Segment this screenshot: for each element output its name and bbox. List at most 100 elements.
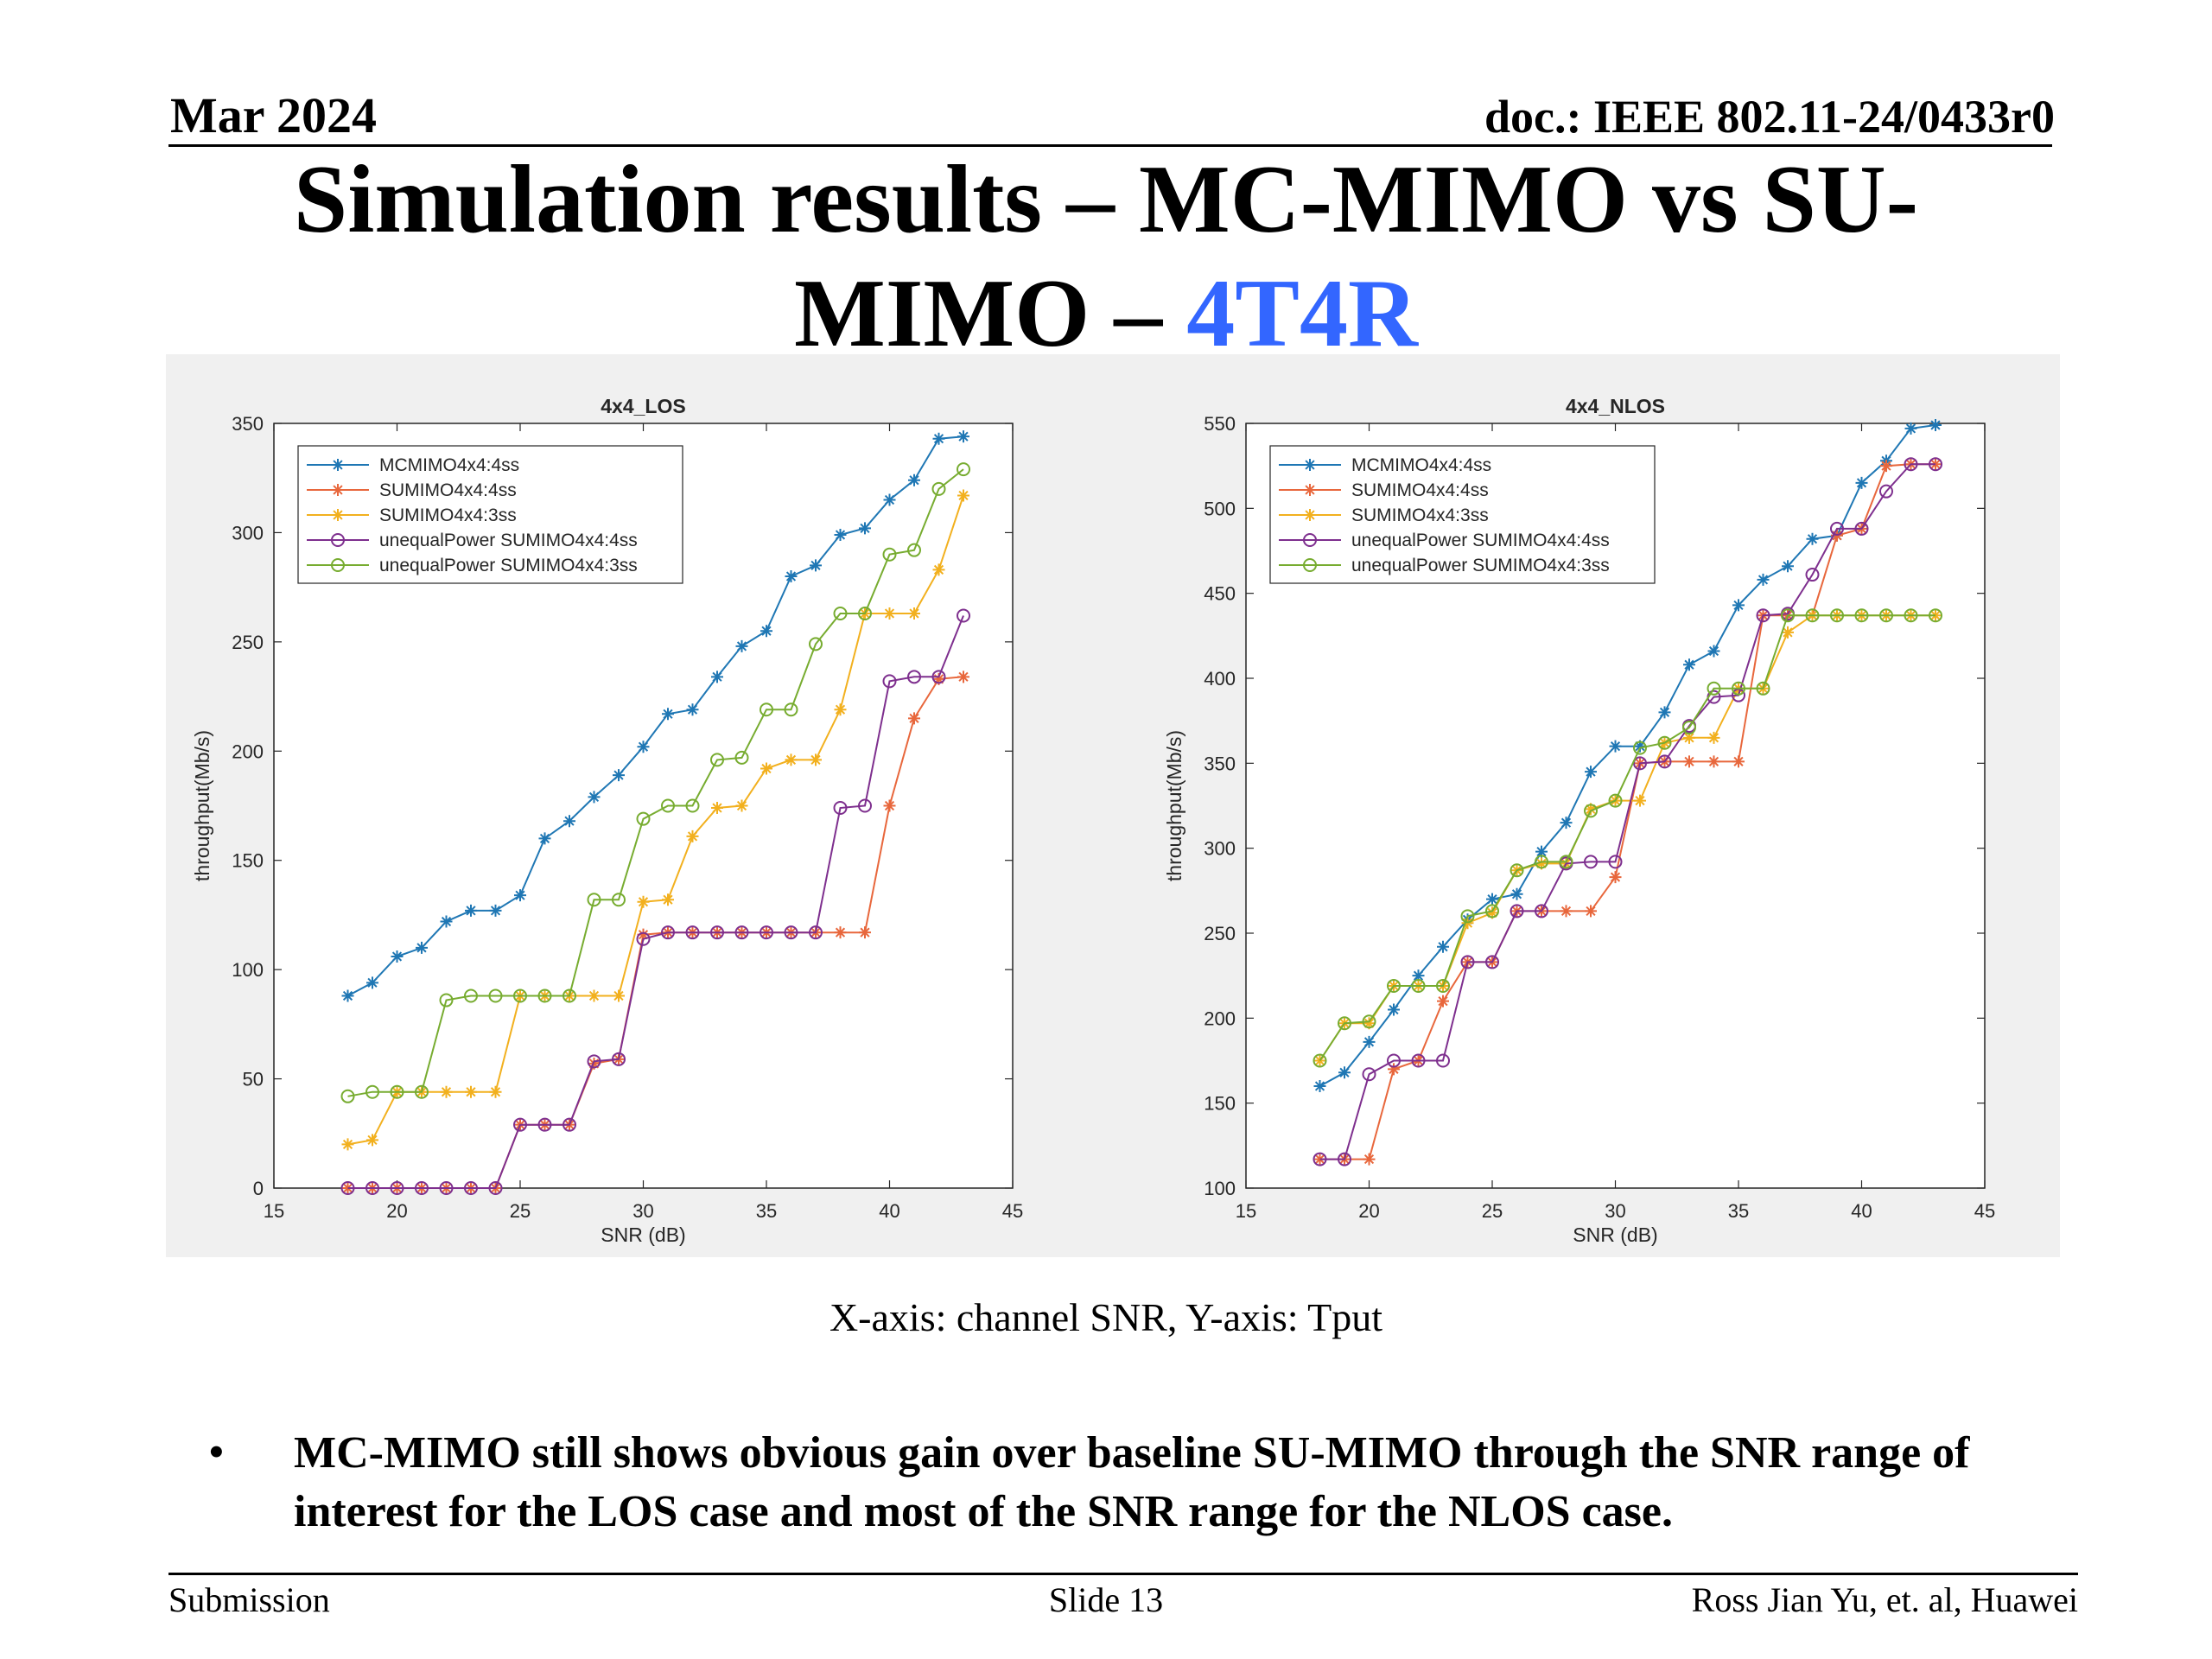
data-point — [760, 925, 773, 940]
data-point — [1436, 978, 1450, 993]
data-point — [809, 637, 823, 652]
data-point — [1485, 955, 1499, 969]
footer-slide-number: Slide 13 — [1048, 1580, 1164, 1619]
data-point — [465, 1085, 477, 1098]
data-point — [1682, 721, 1696, 735]
data-point — [1657, 754, 1672, 769]
data-point — [563, 815, 575, 828]
data-point — [588, 989, 601, 1002]
y-tick-label: 250 — [1204, 923, 1236, 944]
data-point — [1854, 608, 1869, 623]
data-point — [858, 798, 872, 813]
data-point — [1805, 608, 1820, 623]
data-point — [883, 493, 896, 506]
header-divider — [168, 144, 2052, 147]
y-tick-label: 250 — [232, 632, 264, 653]
y-tick-label: 300 — [232, 522, 264, 543]
data-point — [1757, 573, 1770, 586]
slide-title: Simulation results – MC-MIMO vs SU- MIMO… — [199, 143, 2013, 371]
data-point — [735, 639, 748, 652]
x-tick-label: 35 — [756, 1200, 777, 1222]
data-point — [1535, 845, 1548, 858]
chart-los: 4x4_LOS 15 20 25 30 35 40 45 0 50 100 150 200 250 300 3… — [191, 395, 1023, 1246]
data-point — [489, 1085, 502, 1098]
data-point — [1880, 460, 1892, 473]
data-point — [1313, 1080, 1326, 1092]
data-point — [685, 925, 700, 940]
data-point — [760, 702, 773, 717]
data-point — [858, 606, 872, 620]
slide-title-accent: 4T4R — [1186, 260, 1418, 367]
data-point — [859, 522, 871, 535]
data-point — [834, 926, 847, 939]
data-point — [908, 474, 920, 486]
data-point — [685, 798, 700, 813]
data-point — [1535, 855, 1548, 869]
series-3 — [340, 608, 970, 1195]
data-point — [415, 1084, 429, 1099]
x-tick-label: 25 — [510, 1200, 531, 1222]
data-point — [587, 1054, 601, 1069]
data-point — [613, 769, 625, 782]
data-point — [1929, 457, 1942, 472]
data-point — [1338, 1152, 1351, 1166]
data-point — [1732, 755, 1745, 768]
data-point — [833, 606, 848, 620]
legend-swatch-marker — [332, 509, 344, 521]
y-tick-label: 100 — [1204, 1178, 1236, 1199]
data-point — [834, 703, 847, 716]
series-line — [347, 435, 964, 997]
data-point — [1436, 1053, 1450, 1068]
data-point — [882, 547, 897, 562]
data-point — [931, 670, 946, 684]
data-point — [1830, 521, 1844, 536]
data-point — [1707, 645, 1720, 658]
data-point — [1338, 1066, 1351, 1079]
data-point — [1411, 1053, 1426, 1068]
data-point — [1707, 681, 1721, 696]
data-point — [1585, 905, 1597, 918]
data-point — [1683, 731, 1695, 744]
y-tick-label: 150 — [232, 850, 264, 872]
data-point — [907, 543, 921, 557]
series-line — [347, 615, 964, 1189]
chart-title: 4x4_NLOS — [1566, 395, 1665, 417]
data-point — [1584, 804, 1598, 818]
data-point — [513, 1117, 527, 1132]
data-point — [1486, 893, 1498, 906]
data-point — [957, 671, 969, 683]
data-point — [1879, 608, 1893, 623]
data-point — [341, 1138, 354, 1151]
data-point — [908, 712, 920, 725]
data-point — [1609, 740, 1622, 753]
legend-swatch-marker — [1304, 459, 1316, 471]
x-axis-label: SNR (dB) — [601, 1224, 685, 1246]
data-point — [711, 671, 723, 683]
data-point — [1338, 1016, 1351, 1031]
data-point — [957, 489, 969, 502]
data-point — [341, 989, 354, 1002]
data-point — [1634, 794, 1646, 807]
data-point — [1363, 1017, 1376, 1030]
data-point — [785, 753, 798, 766]
data-point — [1412, 969, 1425, 982]
data-point — [537, 988, 552, 1003]
legend: MCMIMO4x4:4ss SUMIMO4x4:4ss SUMIMO4x4:3ss u… — [297, 445, 683, 584]
series-line — [1319, 463, 1936, 1160]
data-point — [1535, 904, 1548, 918]
legend-label: unequalPower SUMIMO4x4:4ss — [379, 531, 638, 550]
x-tick-label: 25 — [1482, 1200, 1503, 1222]
data-point — [833, 801, 848, 816]
data-point — [1411, 978, 1426, 993]
data-point — [957, 462, 970, 477]
data-point — [513, 988, 527, 1003]
data-point — [636, 811, 651, 826]
y-axis-label: throughput(Mb/s) — [191, 730, 213, 881]
data-point — [391, 950, 404, 963]
legend-swatch-marker — [332, 459, 344, 471]
data-point — [883, 799, 896, 812]
data-point — [710, 753, 724, 767]
data-point — [636, 931, 651, 946]
legend-label: unequalPower SUMIMO4x4:3ss — [1351, 556, 1610, 575]
